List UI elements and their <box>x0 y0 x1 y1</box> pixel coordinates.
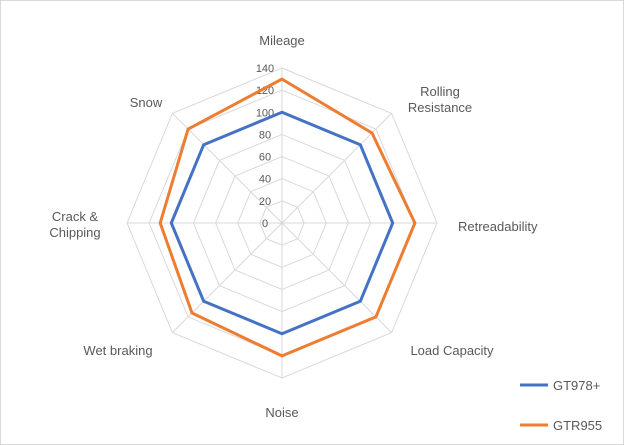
series-line-gt978 <box>169 110 395 336</box>
legend-label-gt978: GT978+ <box>553 378 600 393</box>
spoke-line <box>172 222 283 333</box>
series-line-gtr955 <box>158 77 417 358</box>
radial-tick-label: 120 <box>256 85 274 97</box>
category-label: Crack & Chipping <box>49 209 100 240</box>
legend-label-gtr955: GTR955 <box>553 418 602 433</box>
radial-tick-label: 60 <box>259 152 271 164</box>
category-label: Rolling Resistance <box>408 84 472 115</box>
category-label: Retreadability <box>458 219 538 234</box>
series-layer <box>158 77 417 358</box>
radial-tick-label: 20 <box>259 196 271 208</box>
radial-tick-label: 0 <box>262 218 268 230</box>
category-label: Noise <box>265 405 298 420</box>
radial-tick-label: 80 <box>259 129 271 141</box>
spoke-line <box>281 222 392 333</box>
category-label: Load Capacity <box>410 343 494 358</box>
category-label: Mileage <box>259 33 305 48</box>
radial-tick-label: 40 <box>259 174 271 186</box>
category-label: Snow <box>130 95 163 110</box>
category-label: Wet braking <box>83 343 152 358</box>
legend: GT978+ GTR955 <box>520 378 602 433</box>
spoke-line <box>281 113 392 224</box>
spoke-line <box>172 113 283 224</box>
grid-layer <box>126 67 438 379</box>
category-labels: Mileage Rolling Resistance Retreadability Lo… <box>49 33 538 420</box>
radial-tick-label: 140 <box>256 63 274 75</box>
